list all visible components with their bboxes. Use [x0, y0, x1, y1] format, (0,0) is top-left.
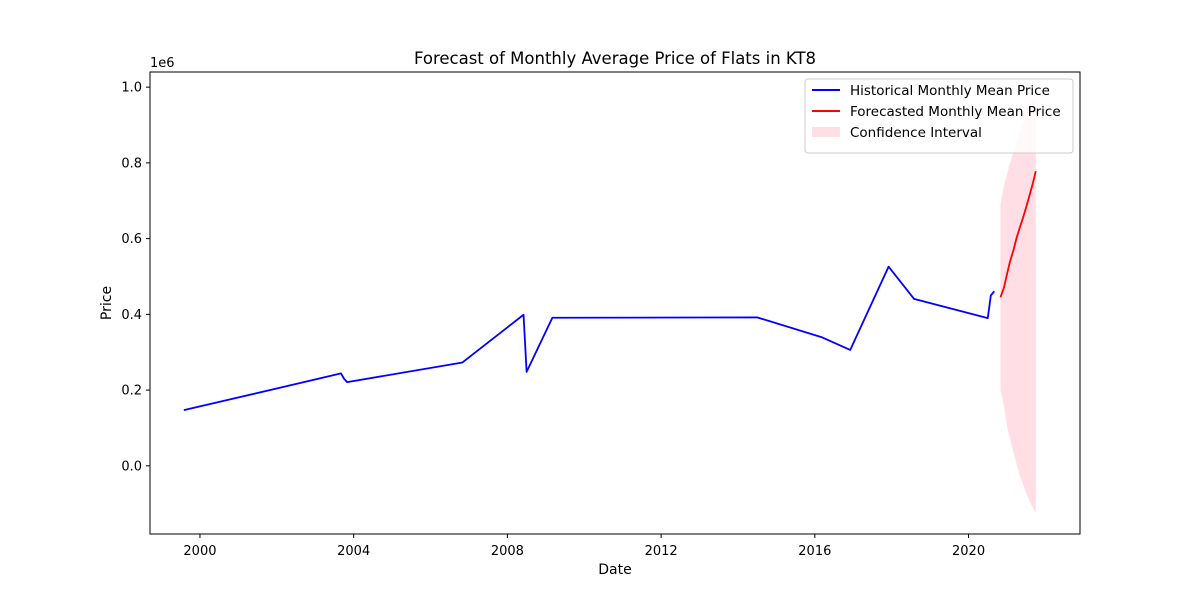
- confidence-interval-band: [1000, 96, 1036, 514]
- legend: Historical Monthly Mean Price Forecasted …: [804, 78, 1074, 154]
- legend-box: [804, 78, 1074, 154]
- y-axis-offset-label: 1e6: [150, 56, 175, 71]
- plot-frame: [149, 71, 1081, 535]
- y-tick-label: 0.6: [121, 232, 142, 247]
- x-tick-label: 2008: [491, 544, 524, 559]
- y-tick-label: 0.0: [121, 459, 142, 474]
- legend-items: Historical Monthly Mean Price Forecasted …: [812, 83, 1061, 141]
- legend-label: Historical Monthly Mean Price: [850, 83, 1050, 99]
- legend-item: Historical Monthly Mean Price: [812, 83, 1050, 99]
- y-axis-label: Price: [99, 286, 115, 320]
- legend-item: Confidence Interval: [812, 125, 982, 141]
- legend-swatch: [812, 127, 840, 137]
- y-tick-label: 0.4: [121, 308, 142, 323]
- chart-title: Forecast of Monthly Average Price of Fla…: [414, 49, 816, 68]
- x-tick-label: 2016: [798, 544, 831, 559]
- series-line-1: [999, 171, 1037, 298]
- y-axis: 0.0 0.2 0.4 0.6 0.8 1.0: [121, 81, 150, 474]
- legend-label: Confidence Interval: [850, 125, 982, 141]
- x-tick-label: 2020: [952, 544, 985, 559]
- confidence-band-layer: [1000, 96, 1036, 514]
- y-tick-label: 0.8: [121, 156, 142, 171]
- y-tick-label: 1.0: [121, 81, 142, 96]
- x-axis: 2000 2004 2008 2012 2016 2020: [183, 534, 985, 559]
- series-line-layer: [183, 171, 1037, 412]
- plot-area: [149, 71, 1081, 535]
- x-tick-label: 2000: [183, 544, 216, 559]
- y-tick-label: 0.2: [121, 384, 142, 399]
- x-tick-label: 2012: [645, 544, 678, 559]
- legend-item: Forecasted Monthly Mean Price: [812, 104, 1061, 120]
- x-axis-label: Date: [598, 562, 631, 578]
- series-line-0: [183, 265, 995, 412]
- legend-label: Forecasted Monthly Mean Price: [850, 104, 1061, 120]
- x-tick-label: 2004: [337, 544, 370, 559]
